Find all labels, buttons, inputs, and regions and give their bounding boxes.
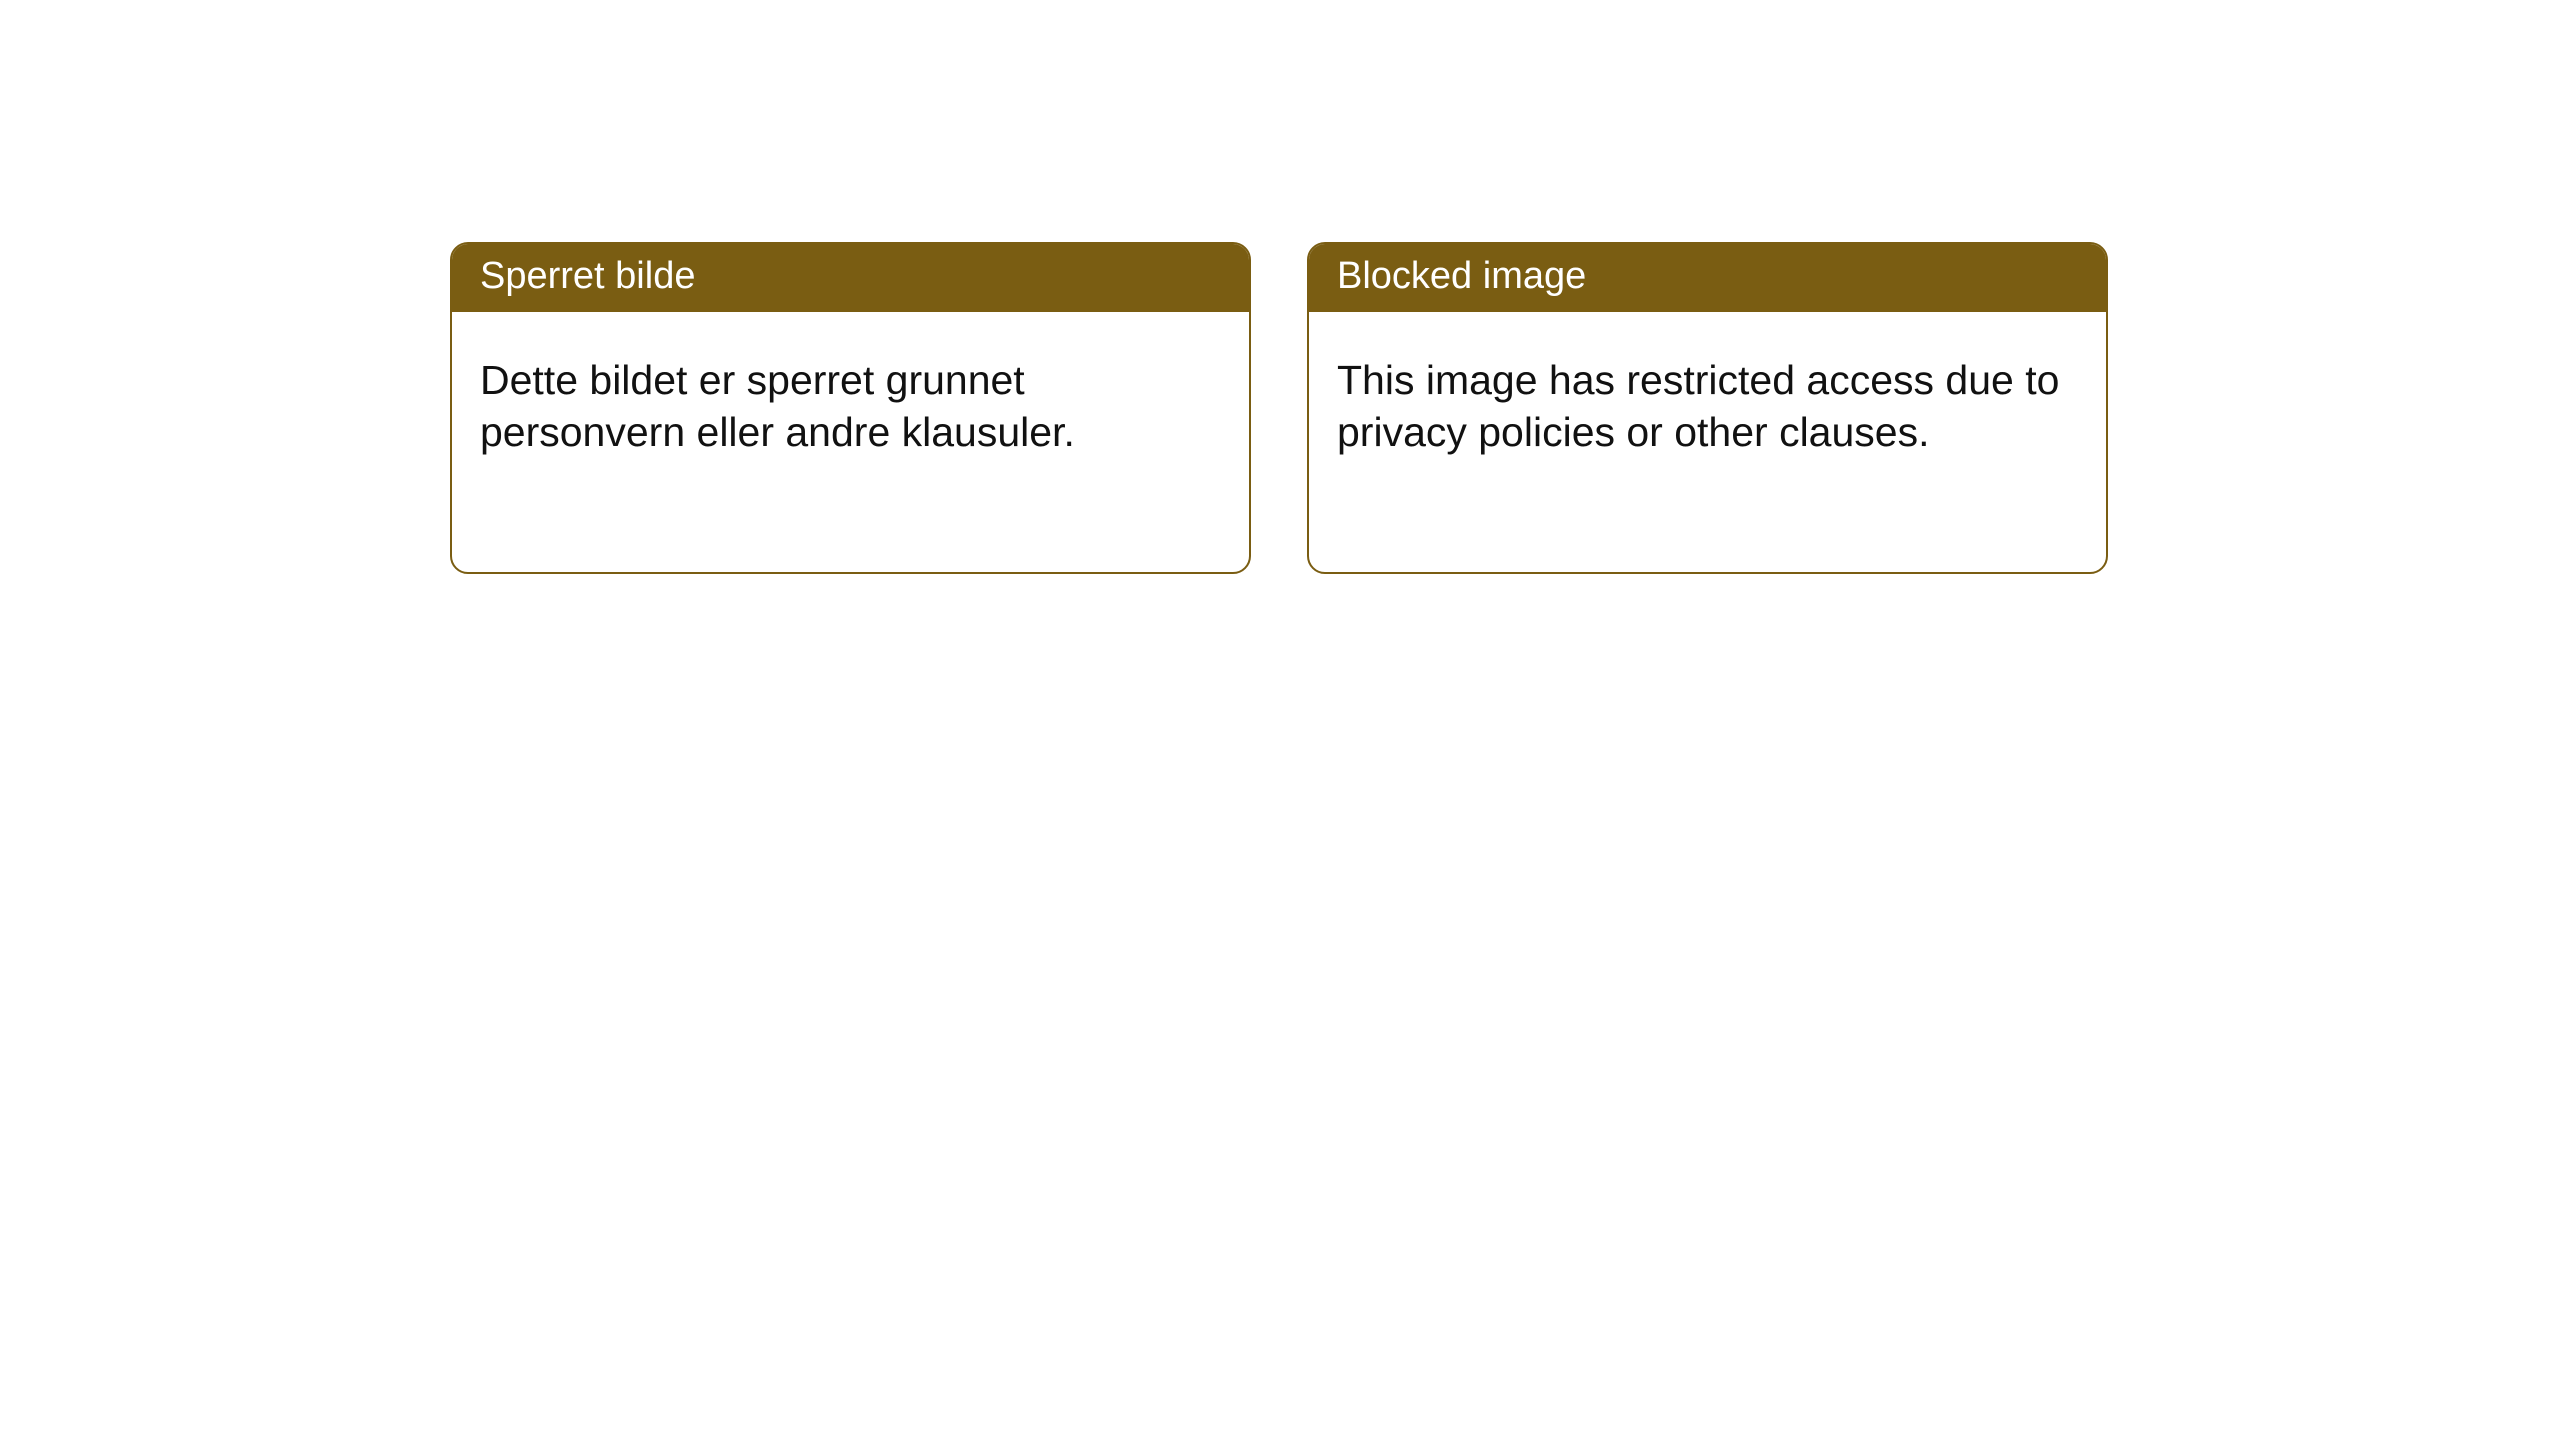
card-body-norwegian: Dette bildet er sperret grunnet personve… xyxy=(452,312,1249,459)
card-header-english: Blocked image xyxy=(1309,244,2106,312)
card-body-english: This image has restricted access due to … xyxy=(1309,312,2106,459)
notice-card-norwegian: Sperret bilde Dette bildet er sperret gr… xyxy=(450,242,1251,574)
notice-cards-row: Sperret bilde Dette bildet er sperret gr… xyxy=(450,242,2560,574)
notice-card-english: Blocked image This image has restricted … xyxy=(1307,242,2108,574)
card-header-norwegian: Sperret bilde xyxy=(452,244,1249,312)
